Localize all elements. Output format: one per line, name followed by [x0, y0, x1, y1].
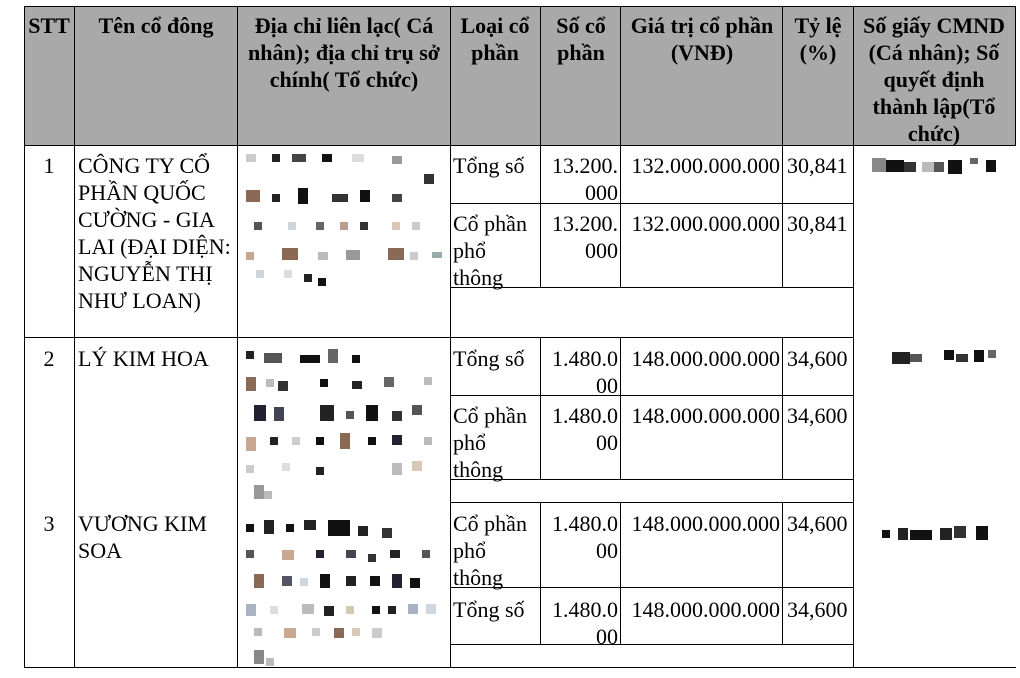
col-line-6c [782, 503, 783, 645]
redacted-address-1 [246, 154, 442, 286]
row2-sub1-type: Tổng số [453, 346, 525, 371]
redacted-id-1 [872, 158, 996, 174]
row3-sub1-value: 148.000.000.000 [631, 511, 781, 536]
border-bottom [24, 667, 1016, 668]
row1-sub2-type: Cổ phần phổ thông [453, 211, 527, 290]
row3-name: VƯƠNG KIM SOA [78, 511, 207, 563]
row2-sub1-count: 1.480.000 [552, 346, 618, 398]
col-line-0 [24, 6, 25, 668]
border-row2-sub-end [451, 479, 854, 480]
redacted-address-3 [246, 520, 436, 666]
col-line-1 [74, 6, 75, 668]
border-header-bottom [24, 145, 1016, 146]
row2-sub1-ratio: 34,600 [787, 346, 848, 371]
redacted-id-2 [892, 350, 996, 364]
border-row1-sub [451, 203, 854, 204]
shareholder-table: STT Tên cổ đông Địa chỉ liên lạc( Cá nhâ… [24, 6, 1016, 668]
row3-sub2-count: 1.480.000 [552, 597, 618, 649]
row2-sub2-type: Cổ phần phổ thông [453, 403, 527, 482]
col-line-6 [782, 6, 783, 288]
row1-stt: 1 [43, 153, 55, 178]
col-line-3 [450, 6, 451, 668]
redacted-address-2 [246, 349, 432, 499]
row3-sub1-count: 1.480.000 [552, 511, 618, 563]
row3-sub2-ratio: 34,600 [787, 597, 848, 622]
row2-name: LÝ KIM HOA [78, 346, 209, 371]
border-row2-sub [451, 395, 854, 396]
row1-sub1-type: Tổng số [453, 153, 525, 178]
row1-sub1-count: 13.200.000 [552, 153, 618, 205]
row3-sub1-type: Cổ phần phổ thông [453, 511, 527, 590]
row2-stt: 2 [43, 346, 55, 371]
border-row1-bottom [24, 337, 854, 338]
row2-sub2-value: 148.000.000.000 [631, 403, 781, 428]
col-line-5b [620, 338, 621, 480]
header-ratio: Tỷ lệ (%) [794, 13, 842, 65]
border-row3-sub-end [451, 644, 854, 645]
row2-sub1-value: 148.000.000.000 [631, 346, 781, 371]
row3-sub1-ratio: 34,600 [787, 511, 848, 536]
header-stt: STT [28, 13, 70, 38]
row2-sub2-count: 1.480.000 [552, 403, 618, 455]
col-line-5 [620, 6, 621, 288]
col-line-7 [853, 6, 854, 668]
border-row1-sub-end [451, 287, 854, 288]
col-line-6b [782, 338, 783, 480]
header-id-number: Số giấy CMND (Cá nhân); Số quyết định th… [863, 13, 1005, 146]
row2-sub2-ratio: 34,600 [787, 403, 848, 428]
border-row2-bottom [451, 502, 854, 503]
row1-sub2-ratio: 30,841 [787, 211, 848, 236]
row3-stt: 3 [43, 511, 55, 536]
border-row3-sub [451, 587, 854, 588]
row3-sub2-type: Tổng số [453, 597, 525, 622]
redacted-id-3 [882, 526, 988, 540]
col-line-2 [237, 6, 238, 668]
col-line-4 [540, 6, 541, 288]
col-line-4b [540, 338, 541, 480]
header-address: Địa chỉ liên lạc( Cá nhân); địa chỉ trụ … [248, 13, 440, 92]
col-line-8 [1015, 6, 1016, 146]
header-name: Tên cổ đông [98, 13, 214, 38]
row3-sub2-value: 148.000.000.000 [631, 597, 781, 622]
row1-sub2-count: 13.200.000 [552, 211, 618, 263]
col-line-5c [620, 503, 621, 645]
header-share-count: Số cổ phần [556, 13, 606, 65]
header-share-value: Giá trị cổ phần (VNĐ) [630, 13, 774, 65]
border-top [24, 6, 1016, 7]
col-line-4c [540, 503, 541, 645]
header-share-type: Loại cổ phần [460, 13, 530, 65]
row1-name: CÔNG TY CỔ PHẦN QUỐC CƯỜNG - GIA LAI (ĐẠ… [78, 153, 231, 313]
row1-sub2-value: 132.000.000.000 [631, 211, 781, 236]
header-background [24, 6, 1016, 145]
row1-sub1-ratio: 30,841 [787, 153, 848, 178]
row1-sub1-value: 132.000.000.000 [631, 153, 781, 178]
